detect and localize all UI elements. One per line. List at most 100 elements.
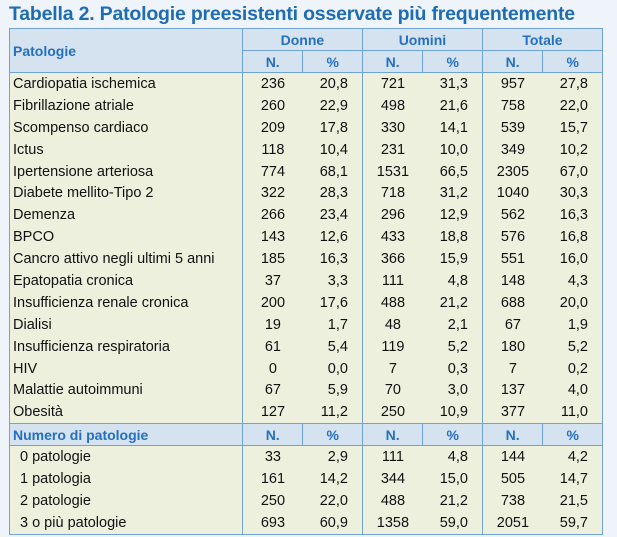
row-label: 0 patologie <box>9 445 243 469</box>
percent-cell: 20,0 <box>542 291 603 314</box>
count-cell: 37 <box>241 270 303 292</box>
row-label: Scompenso cardiaco <box>9 116 243 139</box>
row-label: 2 patologie <box>9 490 243 512</box>
table-row: Demenza 266 23,4 296 12,9 562 16,3 <box>9 204 603 227</box>
count-cell: 693 <box>241 511 303 535</box>
subheader-n: N. <box>481 423 544 447</box>
percent-cell: 21,6 <box>422 94 483 117</box>
row-label: Insufficienza renale cronica <box>9 291 243 314</box>
percent-cell: 11,0 <box>542 401 603 424</box>
count-cell: 127 <box>241 401 303 424</box>
row-label: Insufficienza respiratoria <box>9 335 243 358</box>
percent-cell: 17,8 <box>302 116 363 139</box>
subheader-n: N. <box>361 50 424 73</box>
count-body: 0 patologie 33 2,9 111 4,8 144 4,2 1 patologia 1… <box>9 445 603 535</box>
section-header-numero: Numero di patologie <box>9 423 243 447</box>
count-cell: 433 <box>361 226 423 249</box>
subheader-pct: % <box>542 50 603 73</box>
count-cell: 2305 <box>481 160 543 183</box>
count-cell: 148 <box>481 270 543 292</box>
percent-cell: 12,6 <box>302 226 363 249</box>
percent-cell: 16,3 <box>542 204 603 227</box>
percent-cell: 10,0 <box>422 138 483 161</box>
table-row: 3 o più patologie 693 60,9 1358 59,0 2051 59,7 <box>9 511 603 535</box>
percent-cell: 5,2 <box>422 335 483 358</box>
count-cell: 19 <box>241 313 303 336</box>
count-cell: 67 <box>481 313 543 336</box>
subheader-pct: % <box>542 423 603 447</box>
count-cell: 144 <box>481 445 543 469</box>
count-cell: 377 <box>481 401 543 424</box>
count-cell: 758 <box>481 94 543 117</box>
subheader-n: N. <box>481 50 544 73</box>
percent-cell: 10,9 <box>422 401 483 424</box>
count-cell: 143 <box>241 226 303 249</box>
percent-cell: 4,3 <box>542 270 603 292</box>
count-cell: 61 <box>241 335 303 358</box>
table-title: Tabella 2. Patologie preesistenti osserv… <box>9 3 575 25</box>
row-label: Diabete mellito-Tipo 2 <box>9 182 243 205</box>
count-cell: 488 <box>361 490 423 512</box>
count-cell: 250 <box>241 490 303 512</box>
table-row: Obesità 127 11,2 250 10,9 377 11,0 <box>9 401 603 424</box>
percent-cell: 59,0 <box>422 511 483 535</box>
percent-cell: 5,2 <box>542 335 603 358</box>
percent-cell: 22,0 <box>542 94 603 117</box>
count-cell: 1358 <box>361 511 423 535</box>
percent-cell: 60,9 <box>302 511 363 535</box>
row-label: Cancro attivo negli ultimi 5 anni <box>9 248 243 271</box>
table-row: 0 patologie 33 2,9 111 4,8 144 4,2 <box>9 445 603 469</box>
percent-cell: 10,4 <box>302 138 363 161</box>
count-cell: 1040 <box>481 182 543 205</box>
count-cell: 180 <box>481 335 543 358</box>
count-cell: 137 <box>481 379 543 402</box>
percent-cell: 27,8 <box>542 72 603 95</box>
percent-cell: 21,2 <box>422 291 483 314</box>
percent-cell: 14,2 <box>302 468 363 491</box>
pathologies-body: Cardiopatia ischemica 236 20,8 721 31,3 957 27… <box>9 72 603 424</box>
percent-cell: 10,2 <box>542 138 603 161</box>
percent-cell: 5,9 <box>302 379 363 402</box>
count-cell: 488 <box>361 291 423 314</box>
header-totale: Totale <box>481 28 604 51</box>
row-label: 1 patologia <box>9 468 243 491</box>
percent-cell: 0,2 <box>542 357 603 380</box>
row-label: Malattie autoimmuni <box>9 379 243 402</box>
subheader-pct: % <box>302 50 363 73</box>
percent-cell: 59,7 <box>542 511 603 535</box>
table-row: Malattie autoimmuni 67 5,9 70 3,0 137 4,0 <box>9 379 603 402</box>
percent-cell: 31,2 <box>422 182 483 205</box>
count-cell: 718 <box>361 182 423 205</box>
count-cell: 721 <box>361 72 423 95</box>
percent-cell: 2,9 <box>302 445 363 469</box>
count-cell: 70 <box>361 379 423 402</box>
count-cell: 957 <box>481 72 543 95</box>
row-label: Fibrillazione atriale <box>9 94 243 117</box>
percent-cell: 14,7 <box>542 468 603 491</box>
percent-cell: 0,0 <box>302 357 363 380</box>
subheader-pct: % <box>302 423 363 447</box>
count-cell: 738 <box>481 490 543 512</box>
count-cell: 118 <box>241 138 303 161</box>
percent-cell: 30,3 <box>542 182 603 205</box>
table-row: Dialisi 19 1,7 48 2,1 67 1,9 <box>9 313 603 336</box>
header-uomini: Uomini <box>361 28 483 51</box>
row-label: Dialisi <box>9 313 243 336</box>
percent-cell: 4,8 <box>422 445 483 469</box>
percent-cell: 5,4 <box>302 335 363 358</box>
count-cell: 505 <box>481 468 543 491</box>
percent-cell: 12,9 <box>422 204 483 227</box>
section-header-row: Numero di patologie N. % N. % N. % <box>9 423 603 447</box>
row-label: HIV <box>9 357 243 380</box>
count-cell: 551 <box>481 248 543 271</box>
table-row: Ictus 118 10,4 231 10,0 349 10,2 <box>9 138 603 161</box>
percent-cell: 68,1 <box>302 160 363 183</box>
count-cell: 576 <box>481 226 543 249</box>
count-cell: 349 <box>481 138 543 161</box>
percent-cell: 1,7 <box>302 313 363 336</box>
count-cell: 330 <box>361 116 423 139</box>
count-cell: 2051 <box>481 511 543 535</box>
percent-cell: 4,8 <box>422 270 483 292</box>
row-label: BPCO <box>9 226 243 249</box>
subheader-n: N. <box>241 50 304 73</box>
